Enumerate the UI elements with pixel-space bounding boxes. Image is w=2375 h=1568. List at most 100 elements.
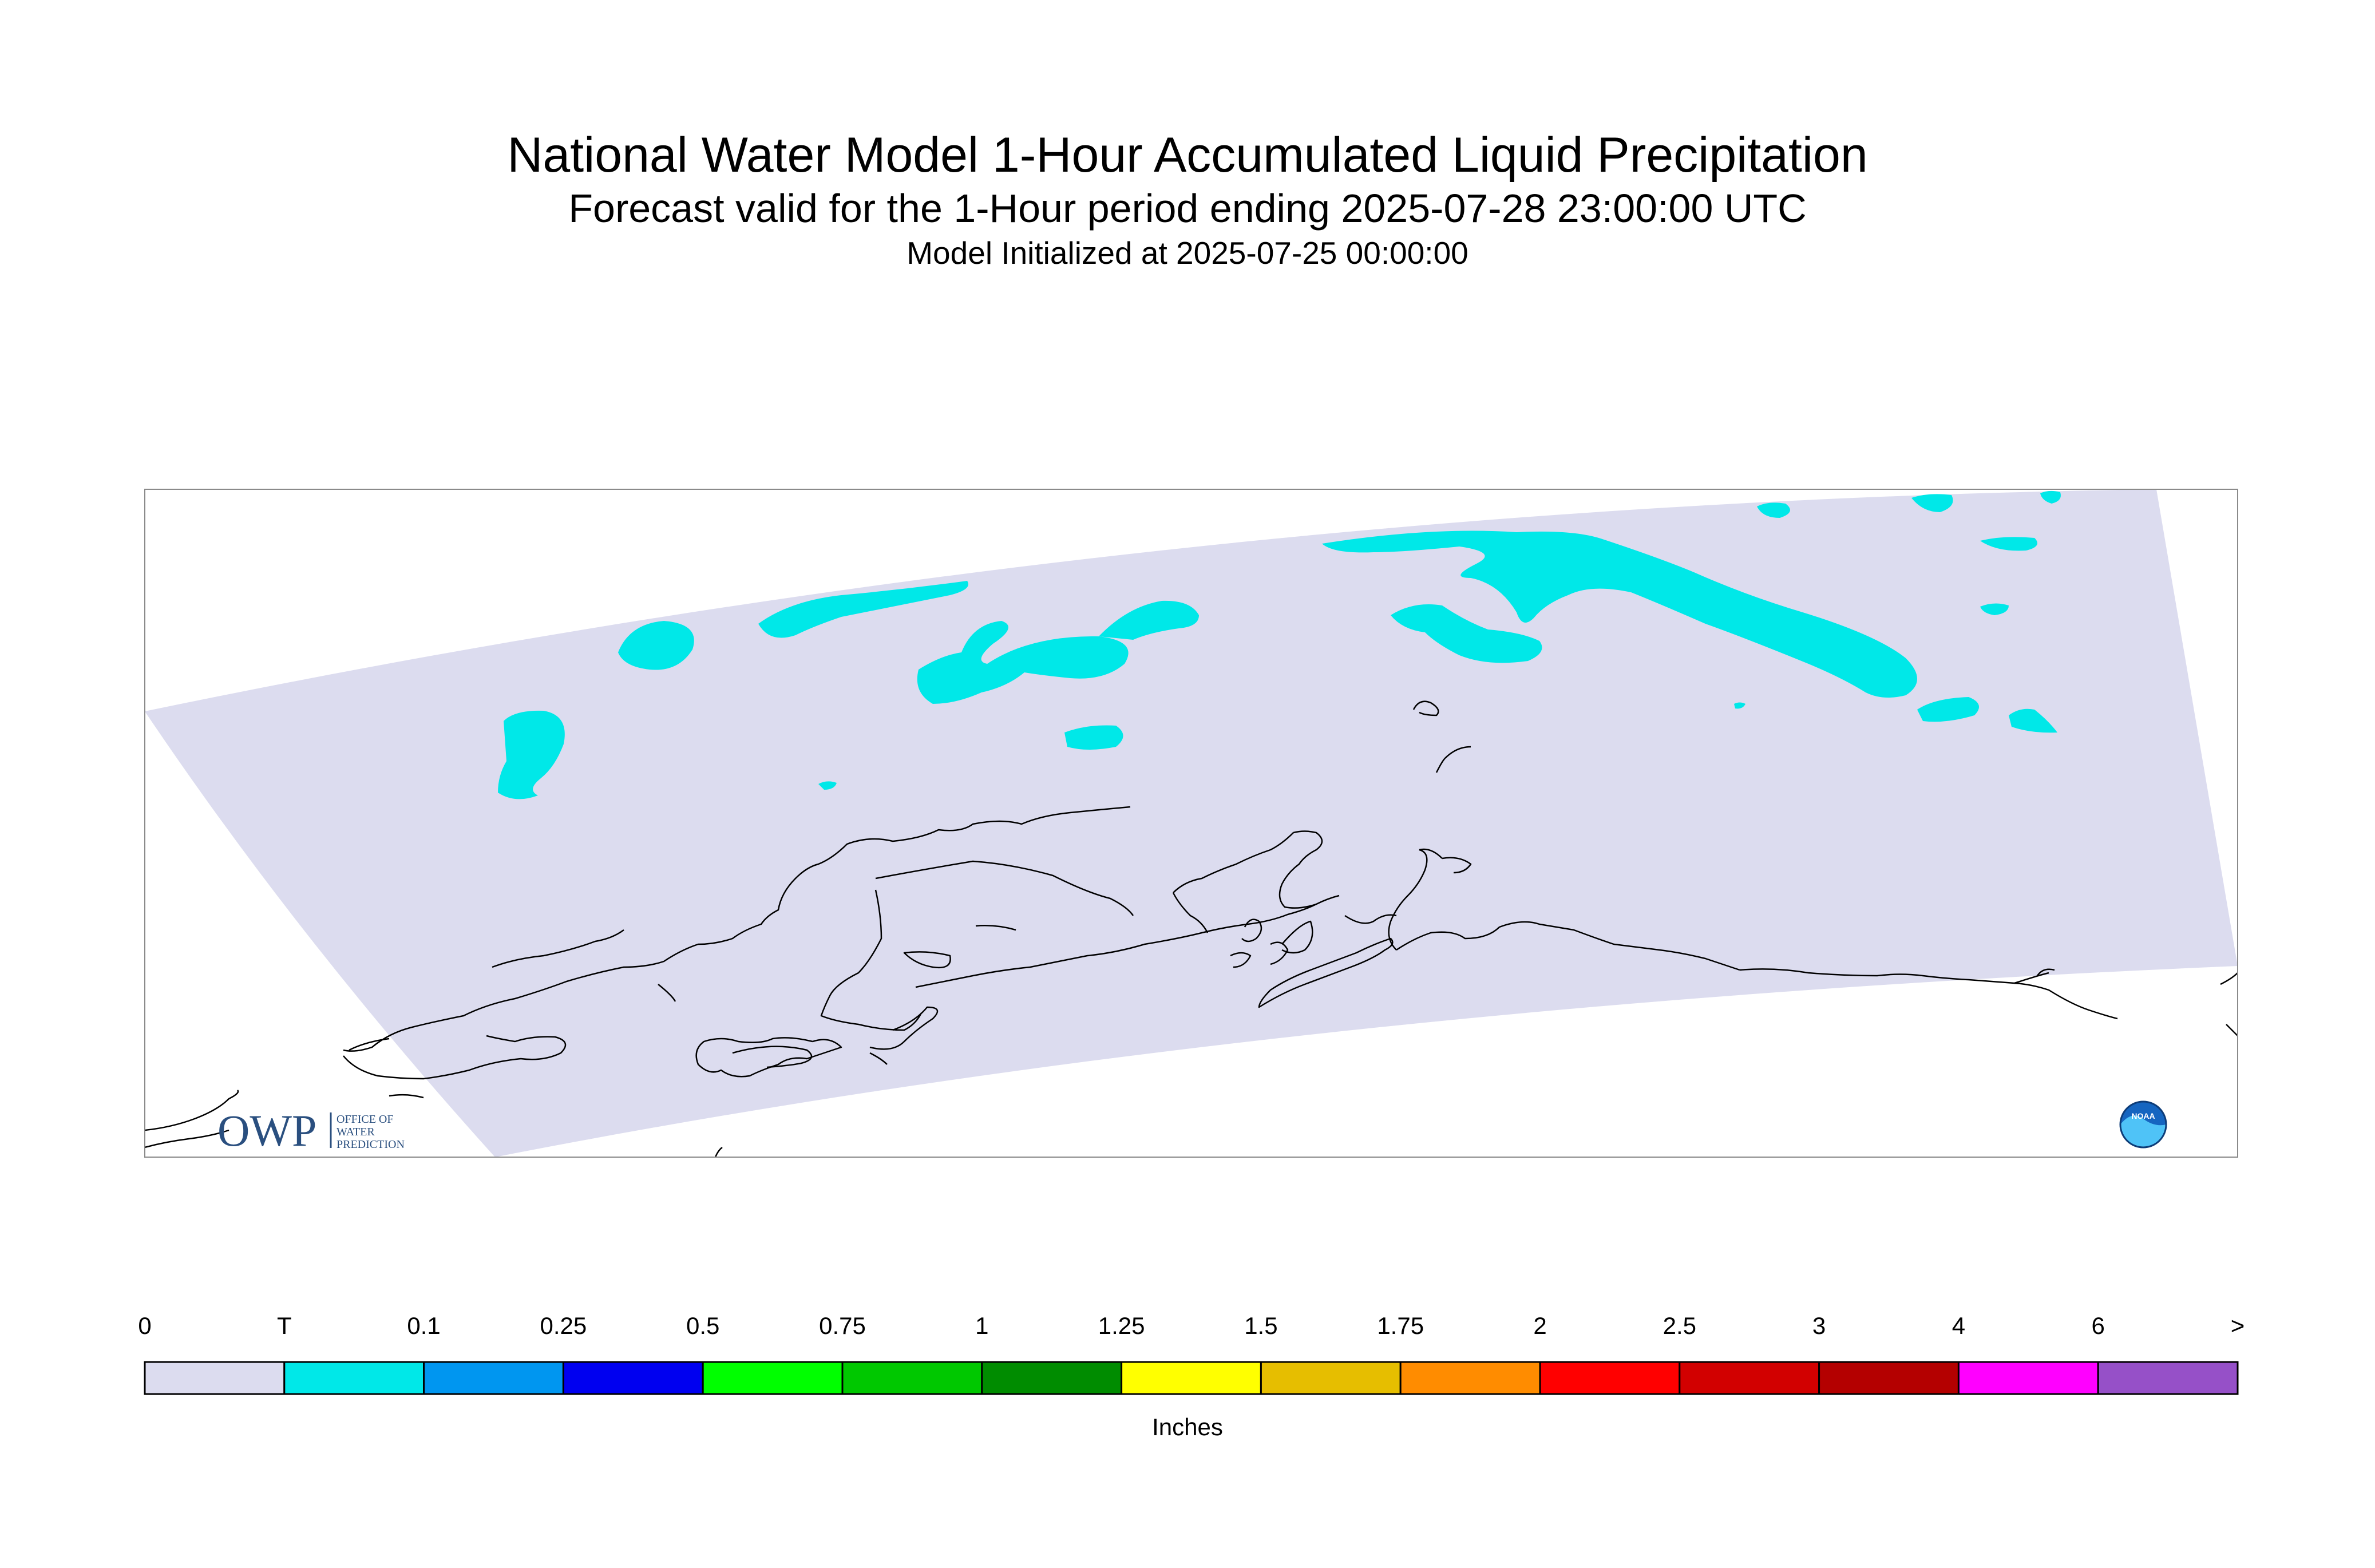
coastline bbox=[492, 929, 624, 968]
coastline bbox=[1442, 857, 1472, 874]
coastline bbox=[343, 806, 1131, 1052]
coastline bbox=[1739, 968, 2049, 984]
colorbar-tick-label: 4 bbox=[1952, 1312, 1966, 1339]
precip-area bbox=[498, 710, 565, 799]
coastline bbox=[145, 1129, 229, 1149]
precip-area bbox=[1757, 502, 1790, 518]
coastline bbox=[820, 889, 923, 1031]
coastline bbox=[389, 1094, 424, 1099]
precip-area bbox=[1911, 494, 1953, 512]
precip-area bbox=[758, 581, 968, 638]
colorbar-segment bbox=[562, 1361, 704, 1395]
map-title: National Water Model 1-Hour Accumulated … bbox=[507, 128, 1868, 183]
colorbar-segment bbox=[841, 1361, 983, 1395]
colorbar-segment bbox=[283, 1361, 425, 1395]
colorbar-segment bbox=[144, 1361, 286, 1395]
precip-area bbox=[1980, 537, 2037, 551]
coastline bbox=[2036, 968, 2055, 976]
coastline bbox=[915, 894, 1340, 988]
coastline bbox=[1444, 746, 1471, 759]
precip-area bbox=[1734, 702, 1745, 709]
owp-logo: OWP OFFICE OF WATER PREDICTION bbox=[217, 1106, 405, 1155]
precip-area bbox=[618, 621, 694, 670]
colorbar-segment bbox=[702, 1361, 844, 1395]
colorbar-tick-label: > bbox=[2230, 1312, 2245, 1339]
coastline bbox=[714, 1146, 723, 1157]
colorbar-tick-label: T bbox=[276, 1312, 292, 1339]
noaa-logo-icon: NOAA bbox=[2119, 1100, 2167, 1149]
precip-area bbox=[2040, 490, 2061, 504]
colorbar-tick-label: 2.5 bbox=[1662, 1312, 1696, 1339]
map-frame bbox=[144, 489, 2238, 1158]
coastline bbox=[1344, 914, 1397, 924]
precip-area bbox=[818, 781, 837, 790]
precip-area bbox=[1917, 697, 1979, 722]
coastline bbox=[145, 1090, 239, 1131]
coastline bbox=[1270, 941, 1289, 965]
coastline bbox=[2226, 1024, 2238, 1036]
coastline bbox=[1281, 920, 1313, 954]
model-initialized-line: Model Initialized at 2025-07-25 00:00:00 bbox=[907, 235, 1468, 271]
colorbar-segment bbox=[1957, 1361, 2099, 1395]
precip-area bbox=[1980, 603, 2009, 615]
coastline bbox=[695, 1037, 842, 1078]
coastline bbox=[349, 1038, 390, 1051]
coastlines bbox=[145, 700, 2289, 1157]
coastline bbox=[869, 1052, 888, 1065]
colorbar-tick-label: 0.1 bbox=[407, 1312, 441, 1339]
precip-area bbox=[2009, 708, 2057, 733]
colorbar-tick-label: 1.5 bbox=[1244, 1312, 1278, 1339]
colorbar-segment bbox=[1399, 1361, 1541, 1395]
coastline bbox=[975, 925, 1016, 931]
precipitation-areas bbox=[498, 490, 2061, 799]
coastline bbox=[1172, 892, 1209, 933]
precip-area bbox=[917, 621, 1129, 704]
owp-logo-line-water: WATER bbox=[337, 1126, 375, 1138]
colorbar-tick-label: 1.75 bbox=[1377, 1312, 1424, 1339]
colorbar-tick-label: 0.5 bbox=[686, 1312, 720, 1339]
colorbar-tick-label: 2 bbox=[1533, 1312, 1547, 1339]
legend-colorbar bbox=[144, 1361, 2239, 1395]
legend-units-label: Inches bbox=[1152, 1413, 1223, 1440]
colorbar-segment bbox=[1818, 1361, 1960, 1395]
coastline bbox=[1435, 758, 1446, 773]
coastline bbox=[2266, 1047, 2289, 1059]
colorbar-tick-label: 6 bbox=[2091, 1312, 2105, 1339]
coastline bbox=[1230, 952, 1252, 968]
precip-area bbox=[1391, 604, 1542, 663]
coastline bbox=[343, 1035, 567, 1080]
coastline bbox=[2220, 972, 2238, 985]
coastline bbox=[903, 951, 951, 969]
coastline bbox=[1388, 849, 1428, 951]
owp-logo-line-prediction: PREDICTION bbox=[337, 1138, 405, 1151]
precip-area bbox=[1099, 600, 1199, 640]
colorbar-tick-label: 0.75 bbox=[819, 1312, 866, 1339]
coastline bbox=[1258, 937, 1394, 1008]
coastline bbox=[1412, 700, 1439, 716]
coastline bbox=[869, 1006, 939, 1050]
colorbar-tick-label: 1 bbox=[975, 1312, 989, 1339]
model-domain-area bbox=[145, 489, 2238, 1157]
coastline bbox=[1173, 832, 1294, 893]
coastline bbox=[732, 1046, 813, 1068]
precip-area bbox=[1322, 530, 1917, 698]
colorbar-tick-label: 0.25 bbox=[540, 1312, 587, 1339]
coastline bbox=[875, 860, 1134, 916]
colorbar-segment bbox=[2097, 1361, 2239, 1395]
colorbar-segment bbox=[1539, 1361, 1681, 1395]
noaa-logo-text: NOAA bbox=[2131, 1111, 2155, 1120]
owp-logo-line-office: OFFICE OF bbox=[337, 1113, 393, 1126]
coastline bbox=[658, 984, 676, 1002]
coastline bbox=[1241, 918, 1262, 943]
precip-area bbox=[1064, 725, 1123, 750]
forecast-valid-subtitle: Forecast valid for the 1-Hour period end… bbox=[568, 186, 1807, 231]
colorbar-tick-label: 1.25 bbox=[1098, 1312, 1145, 1339]
colorbar-segment bbox=[1679, 1361, 1820, 1395]
colorbar-segment bbox=[1260, 1361, 1402, 1395]
coastline bbox=[1278, 830, 1323, 909]
colorbar-segment bbox=[1121, 1361, 1262, 1395]
coastline bbox=[2014, 982, 2118, 1020]
colorbar-tick-label: 0 bbox=[138, 1312, 152, 1339]
colorbar-segment bbox=[981, 1361, 1123, 1395]
